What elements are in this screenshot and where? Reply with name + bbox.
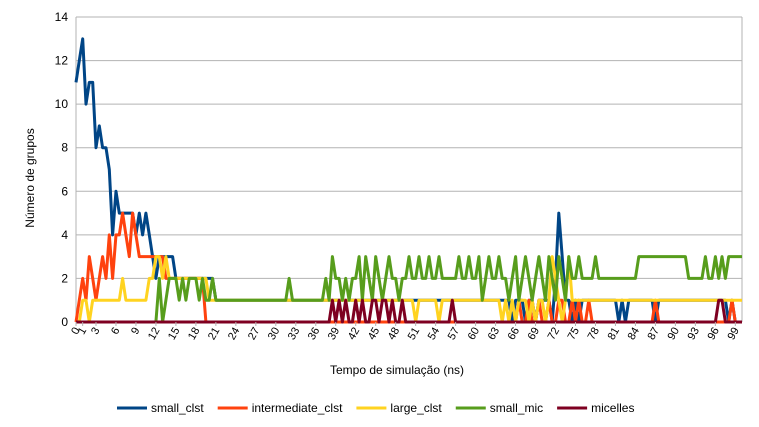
x-tick-label: 60	[466, 326, 483, 343]
series-line-intermediate_clst	[74, 211, 742, 324]
x-tick-label: 21	[206, 326, 223, 343]
y-axis-title: Número de grupos	[23, 128, 37, 227]
y-tick-label: 10	[55, 97, 69, 111]
series-line-large_clst	[76, 255, 742, 324]
x-tick-label: 36	[306, 326, 323, 343]
x-tick-label: 66	[506, 326, 523, 343]
y-tick-label: 4	[61, 228, 68, 242]
legend-label-micelles: micelles	[591, 401, 634, 415]
x-tick-label: 78	[586, 326, 603, 343]
x-tick-label: 69	[526, 326, 543, 343]
x-tick-label: 39	[326, 326, 343, 343]
x-tick-label: 9	[129, 326, 142, 337]
legend-label-large_clst: large_clst	[390, 401, 442, 415]
x-tick-label: 48	[386, 326, 403, 343]
legend-label-small_clst: small_clst	[151, 401, 204, 415]
y-tick-label: 12	[55, 54, 69, 68]
y-tick-label: 2	[61, 271, 68, 285]
x-tick-label: 90	[665, 326, 682, 343]
x-tick-label: 57	[446, 326, 463, 343]
x-tick-label: 45	[366, 326, 383, 343]
x-tick-label: 30	[266, 326, 283, 343]
x-tick-label: 51	[406, 326, 423, 343]
x-tick-label: 75	[566, 326, 583, 343]
x-tick-label: 33	[286, 326, 303, 343]
x-tick-label: 3	[89, 326, 102, 337]
y-tick-label: 14	[55, 10, 69, 24]
x-tick-label: 27	[246, 326, 263, 343]
x-tick-label: 63	[486, 326, 503, 343]
x-tick-label: 96	[705, 326, 722, 343]
y-tick-label: 8	[61, 141, 68, 155]
series-layer	[74, 37, 742, 324]
x-tick-label: 81	[606, 326, 623, 343]
x-tick-label: 15	[166, 326, 183, 343]
y-tick-label: 6	[61, 184, 68, 198]
y-axis-ticks: 0 2 4 6 8 10 12 14	[55, 10, 69, 329]
x-tick-label: 87	[646, 326, 663, 343]
x-tick-label: 0	[69, 326, 82, 337]
legend-label-intermediate_clst: intermediate_clst	[252, 401, 343, 415]
x-tick-label: 84	[626, 326, 643, 343]
x-tick-label: 18	[186, 326, 203, 343]
x-tick-label: 54	[426, 326, 443, 343]
y-tick-label: 0	[61, 315, 68, 329]
x-tick-label: 6	[109, 326, 122, 337]
x-axis-title: Tempo de simulação (ns)	[330, 363, 464, 377]
x-tick-label: 93	[685, 326, 702, 343]
x-tick-label: 42	[346, 326, 363, 343]
x-tick-label: 72	[546, 326, 563, 343]
legend-label-small_mic: small_mic	[490, 401, 543, 415]
x-tick-label: 12	[146, 326, 163, 343]
x-tick-label: 1	[76, 326, 89, 337]
legend: small_clst intermediate_clst large_clst sma…	[117, 401, 634, 415]
series-line-micelles	[76, 298, 742, 324]
series-line-small_mic	[76, 255, 742, 324]
x-tick-label: 24	[226, 326, 243, 343]
x-tick-label: 99	[725, 326, 742, 343]
x-axis-ticks: 01 3 6 9 12 15 18 21 24 27 30 33 36 39 42 45 48 51 54 57 60 6…	[69, 322, 742, 342]
